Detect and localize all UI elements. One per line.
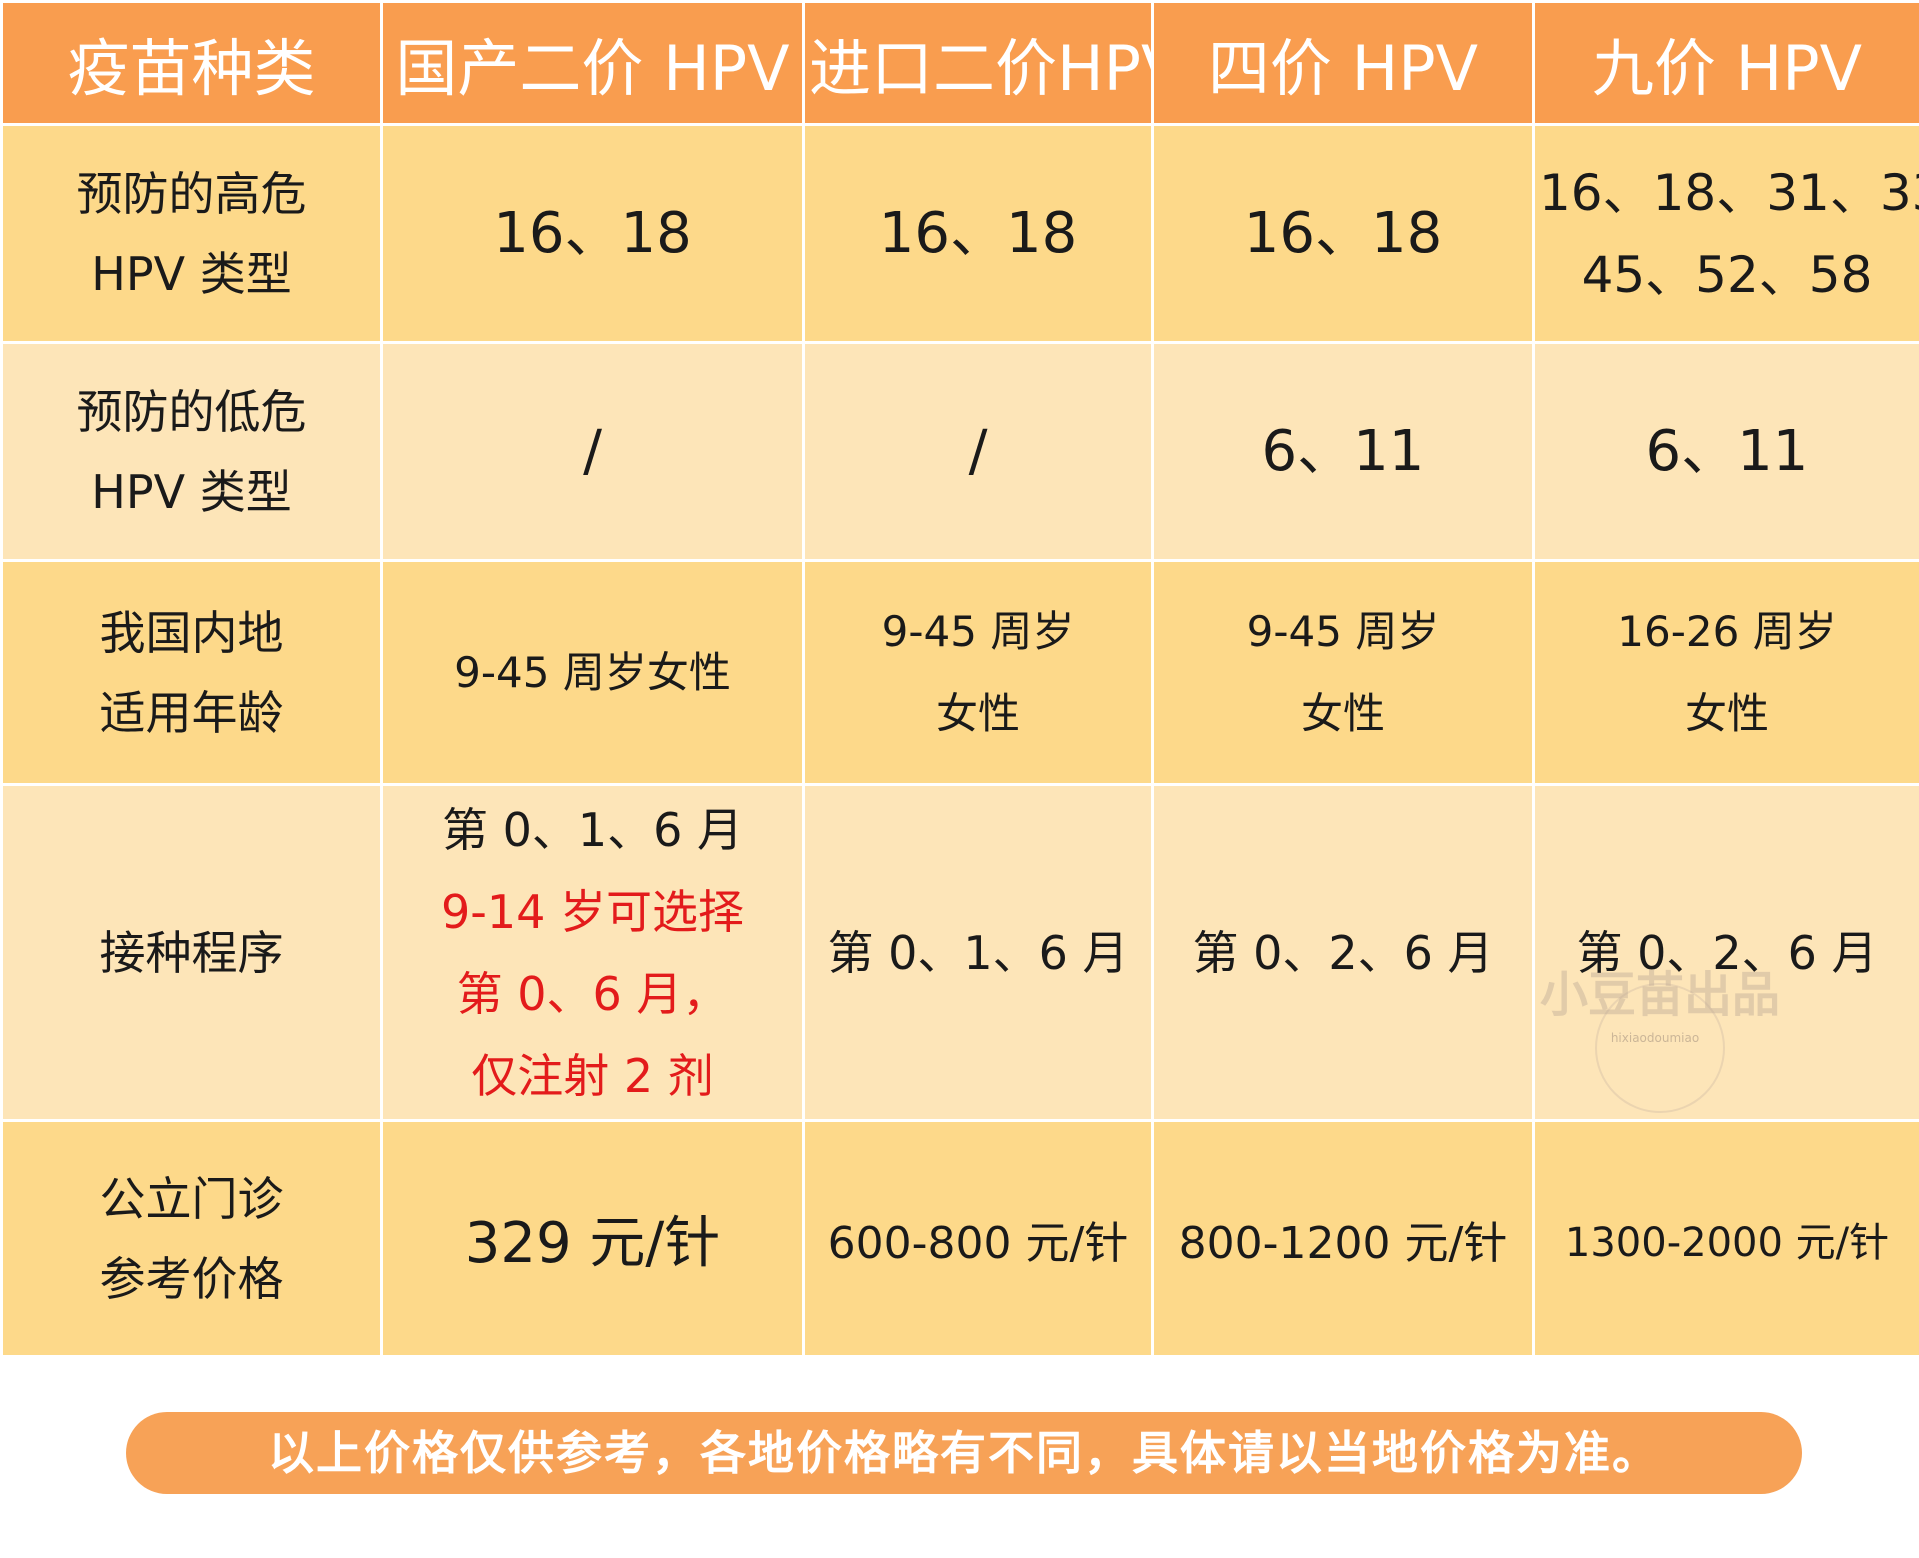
cell-highlight-text: 仅注射 2 剂 — [471, 1048, 714, 1103]
cell-text: 6、11 — [1261, 418, 1425, 484]
row-label-line: 参考价格 — [99, 1251, 284, 1306]
cell-text: 16、18 — [493, 200, 692, 266]
cell-text: 16、18 — [878, 200, 1078, 266]
row-label-price: 公立门诊 参考价格 — [0, 1119, 383, 1358]
cell-text: 329 元/针 — [464, 1211, 721, 1276]
cell-text: 9-45 周岁 — [881, 606, 1075, 656]
cell-text: / — [583, 418, 602, 484]
table-cell: 6、11 — [1151, 341, 1535, 562]
cell-text: 6、11 — [1645, 418, 1809, 484]
table-cell: 16、18 — [802, 123, 1154, 344]
cell-text: 16、18 — [1243, 200, 1443, 266]
cell-highlight-text: 9-14 岁可选择 — [440, 884, 745, 939]
table-cell: 16-26 周岁 女性 — [1532, 559, 1919, 786]
table-cell: 329 元/针 — [380, 1119, 805, 1358]
cell-text: 9-45 周岁 — [1246, 606, 1440, 656]
table-cell: 第 0、2、6 月 — [1532, 783, 1919, 1122]
header-quadrivalent: 四价 HPV — [1151, 0, 1535, 126]
cell-text: 第 0、2、6 月 — [1192, 925, 1494, 980]
table-row-price: 公立门诊 参考价格 329 元/针 600-800 元/针 800-1200 元… — [0, 1119, 1919, 1358]
header-imported-bivalent: 进口二价HPV — [802, 0, 1154, 126]
table-cell: 16、18 — [380, 123, 805, 344]
row-label-line: 接种程序 — [99, 925, 284, 980]
cell-highlight-text: 第 0、6 月， — [456, 966, 729, 1021]
header-vaccine-type: 疫苗种类 — [0, 0, 383, 126]
cell-text: 第 0、2、6 月 — [1576, 925, 1878, 980]
table-row-high-risk: 预防的高危 HPV 类型 16、18 16、18 16、18 16、18、31、… — [0, 123, 1919, 344]
cell-text: 第 0、1、6 月 — [827, 925, 1129, 980]
table-cell: 9-45 周岁 女性 — [1151, 559, 1535, 786]
row-label-line: HPV 类型 — [91, 246, 292, 301]
cell-text: 女性 — [935, 688, 1020, 738]
row-label-line: 适用年龄 — [99, 685, 284, 740]
table-cell: 600-800 元/针 — [802, 1119, 1154, 1358]
table-cell: 9-45 周岁 女性 — [802, 559, 1154, 786]
row-label-line: 我国内地 — [99, 605, 284, 660]
row-label-line: HPV 类型 — [91, 464, 292, 519]
table-cell: 6、11 — [1532, 341, 1919, 562]
table-cell: 9-45 周岁女性 — [380, 559, 805, 786]
vaccine-comparison-table-wrap: 疫苗种类 国产二价 HPV 进口二价HPV 四价 HPV 九价 HPV 预防的高… — [0, 0, 1919, 1358]
table-cell: 第 0、2、6 月 — [1151, 783, 1535, 1122]
cell-text: 16-26 周岁 — [1617, 606, 1837, 656]
cell-text: 16、18、31、33、 — [1539, 163, 1918, 222]
vaccine-comparison-table: 疫苗种类 国产二价 HPV 进口二价HPV 四价 HPV 九价 HPV 预防的高… — [0, 0, 1919, 1358]
header-domestic-bivalent: 国产二价 HPV — [380, 0, 805, 126]
row-label-low-risk: 预防的低危 HPV 类型 — [0, 341, 383, 562]
cell-text: 45、52、58 — [1581, 245, 1873, 304]
row-label-schedule: 接种程序 — [0, 783, 383, 1122]
table-row-schedule: 接种程序 第 0、1、6 月 9-14 岁可选择 第 0、6 月， 仅注射 2 … — [0, 783, 1919, 1122]
table-cell: 第 0、1、6 月 9-14 岁可选择 第 0、6 月， 仅注射 2 剂 — [380, 783, 805, 1122]
cell-text: 600-800 元/针 — [827, 1217, 1129, 1269]
header-nonavalent: 九价 HPV — [1532, 0, 1919, 126]
row-label-line: 预防的低危 — [76, 384, 307, 439]
cell-text: 女性 — [1684, 688, 1769, 738]
table-row-low-risk: 预防的低危 HPV 类型 / / 6、11 6、11 — [0, 341, 1919, 562]
table-cell: 1300-2000 元/针 — [1532, 1119, 1919, 1358]
cell-text: 1300-2000 元/针 — [1564, 1219, 1890, 1266]
table-cell: 16、18 — [1151, 123, 1535, 344]
price-disclaimer-banner: 以上价格仅供参考，各地价格略有不同，具体请以当地价格为准。 — [126, 1412, 1802, 1494]
cell-text: / — [968, 418, 988, 484]
cell-text: 女性 — [1300, 688, 1385, 738]
table-cell: / — [380, 341, 805, 562]
row-label-line: 预防的高危 — [76, 166, 307, 221]
row-label-line: 公立门诊 — [99, 1171, 284, 1226]
cell-text: 800-1200 元/针 — [1178, 1217, 1508, 1269]
table-cell: 第 0、1、6 月 — [802, 783, 1154, 1122]
table-cell: / — [802, 341, 1154, 562]
table-row-age: 我国内地 适用年龄 9-45 周岁女性 9-45 周岁 女性 9-45 周岁 女… — [0, 559, 1919, 786]
table-cell: 16、18、31、33、 45、52、58 — [1532, 123, 1919, 344]
row-label-age: 我国内地 适用年龄 — [0, 559, 383, 786]
row-label-high-risk: 预防的高危 HPV 类型 — [0, 123, 383, 344]
table-header-row: 疫苗种类 国产二价 HPV 进口二价HPV 四价 HPV 九价 HPV — [0, 0, 1919, 126]
cell-text: 9-45 周岁女性 — [454, 647, 731, 697]
cell-text: 第 0、1、6 月 — [441, 802, 744, 857]
table-cell: 800-1200 元/针 — [1151, 1119, 1535, 1358]
